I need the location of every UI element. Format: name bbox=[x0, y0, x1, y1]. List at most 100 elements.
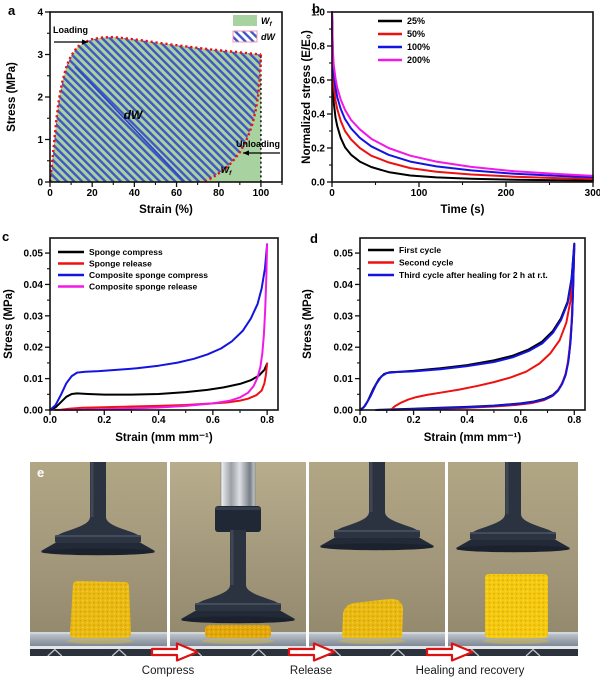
sponge bbox=[70, 581, 131, 638]
svg-text:2: 2 bbox=[37, 93, 43, 104]
svg-text:80: 80 bbox=[213, 188, 225, 199]
svg-text:300: 300 bbox=[585, 188, 600, 199]
sponge bbox=[342, 598, 403, 638]
panel-label-d: d bbox=[310, 231, 318, 246]
panel-label-c: c bbox=[2, 229, 10, 244]
series bbox=[359, 242, 576, 411]
svg-text:Wf: Wf bbox=[221, 165, 233, 177]
photo-compressed bbox=[170, 462, 306, 656]
series bbox=[49, 243, 269, 411]
annotations: Loading Unloading dW Wf bbox=[53, 25, 280, 177]
legend: Wf dW bbox=[232, 15, 276, 43]
svg-text:Sponge release: Sponge release bbox=[89, 259, 152, 269]
press-head bbox=[181, 462, 295, 624]
svg-text:0.05: 0.05 bbox=[24, 249, 44, 260]
svg-text:Unloading: Unloading bbox=[236, 139, 280, 149]
svg-text:Stress (MPa): Stress (MPa) bbox=[6, 62, 18, 132]
svg-text:Wf: Wf bbox=[261, 16, 273, 28]
process-arrow-icon-3 bbox=[425, 642, 474, 662]
legend: First cycle Second cycle Third cycle after… bbox=[368, 245, 548, 280]
svg-text:0.03: 0.03 bbox=[334, 311, 354, 322]
caption-release: Release bbox=[289, 665, 333, 677]
svg-text:dW: dW bbox=[124, 108, 144, 122]
svg-text:0.6: 0.6 bbox=[206, 415, 220, 426]
axes: 0 100 200 300 0.0 0.2 0.4 0.6 0.8 1.0 Time (s) Norm… bbox=[301, 8, 600, 217]
svg-text:dW: dW bbox=[261, 32, 276, 42]
svg-text:Sponge compress: Sponge compress bbox=[89, 247, 163, 257]
svg-text:1: 1 bbox=[37, 135, 43, 146]
svg-text:0.00: 0.00 bbox=[24, 406, 44, 417]
photo-healed-recovered bbox=[448, 462, 578, 656]
svg-text:0.02: 0.02 bbox=[24, 343, 44, 354]
svg-text:0.2: 0.2 bbox=[311, 144, 325, 155]
svg-text:0.0: 0.0 bbox=[353, 415, 367, 426]
svg-text:0.8: 0.8 bbox=[311, 42, 325, 53]
svg-text:First cycle: First cycle bbox=[399, 245, 441, 255]
photo-strip: e bbox=[30, 462, 578, 656]
chart-c-sponge-compression-curves: 0.0 0.2 0.4 0.6 0.8 0.00 0.01 0.02 0.03 0.04 0.05 S… bbox=[3, 237, 279, 444]
chart-b-stress-relaxation: 0 100 200 300 0.0 0.2 0.4 0.6 0.8 1.0 Time (s) Norm… bbox=[301, 8, 600, 217]
svg-text:0.8: 0.8 bbox=[260, 415, 274, 426]
svg-text:0: 0 bbox=[47, 188, 53, 199]
svg-text:Time (s): Time (s) bbox=[441, 204, 485, 216]
svg-text:200%: 200% bbox=[407, 55, 430, 65]
svg-text:0.03: 0.03 bbox=[24, 311, 44, 322]
sponge bbox=[205, 625, 271, 638]
svg-text:0.4: 0.4 bbox=[460, 415, 474, 426]
chart-d-healing-cycle-curves: 0.0 0.2 0.4 0.6 0.8 0.00 0.01 0.02 0.03 0.04 0.05 S… bbox=[302, 237, 586, 444]
svg-text:0: 0 bbox=[329, 188, 335, 199]
svg-text:0.4: 0.4 bbox=[152, 415, 166, 426]
panel-label-b: b bbox=[312, 1, 320, 16]
svg-text:0.6: 0.6 bbox=[311, 76, 325, 87]
axes: 0 20 40 60 80 100 0 1 2 3 4 Strain (%) Stress (MPa) bbox=[6, 8, 283, 216]
legend: 25% 50% 100% 200% bbox=[378, 16, 430, 65]
svg-text:Third cycle after healing for: Third cycle after healing for 2 h at r.t… bbox=[399, 270, 548, 280]
svg-text:3: 3 bbox=[37, 50, 43, 61]
svg-text:0.00: 0.00 bbox=[334, 406, 354, 417]
panel-label-a: a bbox=[8, 3, 16, 18]
photo-compress-before bbox=[30, 462, 167, 656]
svg-text:0.04: 0.04 bbox=[334, 280, 354, 291]
axes: 0.0 0.2 0.4 0.6 0.8 0.00 0.01 0.02 0.03 0.04 0.05 S… bbox=[3, 237, 279, 444]
svg-text:200: 200 bbox=[498, 188, 515, 199]
axes: 0.0 0.2 0.4 0.6 0.8 0.00 0.01 0.02 0.03 0.04 0.05 S… bbox=[302, 237, 586, 444]
chart-a-stress-strain-hysteresis: 0 20 40 60 80 100 0 1 2 3 4 Strain (%) Stress (MPa) L… bbox=[6, 8, 283, 216]
svg-text:0.0: 0.0 bbox=[311, 178, 325, 189]
svg-text:0.2: 0.2 bbox=[97, 415, 111, 426]
svg-text:Stress (MPa): Stress (MPa) bbox=[302, 289, 314, 359]
svg-text:0.04: 0.04 bbox=[24, 280, 44, 291]
series bbox=[331, 11, 594, 182]
svg-text:0.8: 0.8 bbox=[567, 415, 581, 426]
svg-text:25%: 25% bbox=[407, 16, 425, 26]
press-head bbox=[320, 462, 434, 551]
svg-text:40: 40 bbox=[129, 188, 141, 199]
press-head bbox=[41, 462, 155, 556]
svg-text:0.05: 0.05 bbox=[334, 249, 354, 260]
svg-text:Composite sponge release: Composite sponge release bbox=[89, 282, 197, 292]
svg-text:0.01: 0.01 bbox=[334, 374, 354, 385]
svg-text:100: 100 bbox=[253, 188, 270, 199]
svg-text:60: 60 bbox=[171, 188, 183, 199]
svg-text:0.4: 0.4 bbox=[311, 110, 325, 121]
svg-text:Strain (mm mm⁻¹): Strain (mm mm⁻¹) bbox=[115, 432, 213, 444]
svg-text:100: 100 bbox=[411, 188, 428, 199]
svg-text:Strain (%): Strain (%) bbox=[139, 204, 193, 216]
svg-text:0.2: 0.2 bbox=[407, 415, 421, 426]
svg-text:Loading: Loading bbox=[53, 25, 88, 35]
process-arrow-icon-2 bbox=[287, 642, 336, 662]
svg-text:0.6: 0.6 bbox=[514, 415, 528, 426]
svg-text:20: 20 bbox=[87, 188, 99, 199]
svg-text:Stress (MPa): Stress (MPa) bbox=[3, 289, 15, 359]
sponge bbox=[485, 574, 548, 638]
svg-text:50%: 50% bbox=[407, 29, 425, 39]
svg-text:0.01: 0.01 bbox=[24, 374, 44, 385]
svg-text:Normalized stress (E/E₀): Normalized stress (E/E₀) bbox=[301, 30, 313, 164]
svg-text:0.02: 0.02 bbox=[334, 343, 354, 354]
svg-text:0: 0 bbox=[37, 178, 43, 189]
caption-compress: Compress bbox=[141, 665, 195, 677]
photo-released bbox=[309, 462, 445, 656]
panel-label-e: e bbox=[37, 465, 45, 480]
svg-text:1.0: 1.0 bbox=[311, 8, 325, 19]
svg-text:4: 4 bbox=[37, 8, 43, 19]
